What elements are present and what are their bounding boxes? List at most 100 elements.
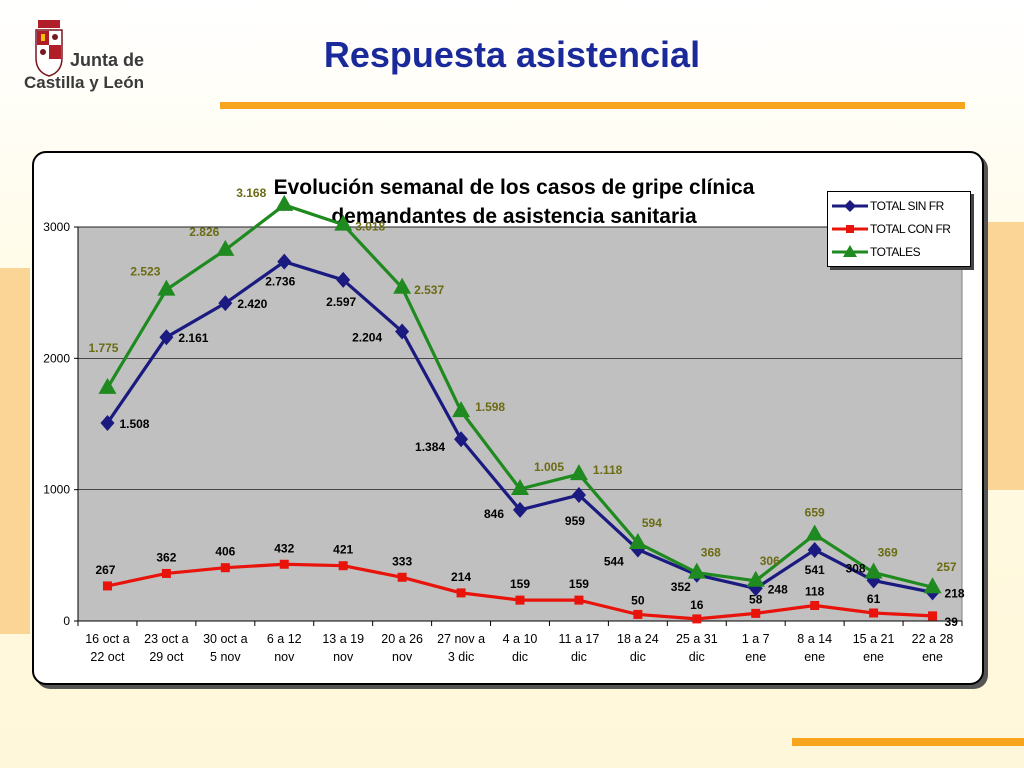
- data-label: 1.508: [119, 417, 149, 431]
- chart-title-line1: Evolución semanal de los casos de gripe …: [273, 176, 755, 199]
- data-point: [866, 572, 881, 589]
- x-tick-label: ene: [804, 650, 825, 664]
- plot-area: [77, 226, 963, 622]
- data-label: 541: [805, 563, 825, 577]
- data-label: 257: [937, 560, 957, 574]
- data-point: [571, 487, 586, 504]
- data-point: [216, 239, 235, 256]
- data-label: 659: [805, 505, 825, 519]
- data-label: 214: [451, 570, 471, 584]
- x-tick-label: 5 nov: [210, 650, 241, 664]
- data-label: 2.736: [265, 275, 295, 289]
- data-label: 3.018: [355, 220, 385, 234]
- data-point: [513, 501, 527, 518]
- data-point: [515, 595, 525, 605]
- data-label: 267: [95, 563, 115, 577]
- data-label: 118: [805, 585, 825, 599]
- data-point: [100, 414, 115, 431]
- data-point: [157, 279, 176, 296]
- x-tick-label: 22 oct: [90, 650, 125, 664]
- x-tick-label: 13 a 19: [322, 632, 364, 646]
- x-tick-label: dic: [689, 650, 705, 664]
- logo-text-line2: Castilla y León: [24, 73, 144, 92]
- chart-title: Evolución semanal de los casos de gripe …: [64, 173, 964, 231]
- data-point: [928, 611, 938, 621]
- data-point: [102, 581, 112, 591]
- x-tick-label: 15 a 21: [853, 632, 895, 646]
- x-tick-label: 22 a 28: [912, 632, 954, 646]
- data-point: [633, 609, 643, 619]
- data-point: [456, 588, 466, 598]
- legend-item: TOTAL CON FR: [828, 219, 970, 241]
- data-label: 1.775: [88, 341, 118, 355]
- data-point: [277, 253, 292, 270]
- data-label: 544: [604, 555, 624, 569]
- x-tick-label: 3 dic: [448, 650, 474, 664]
- data-point: [574, 595, 584, 605]
- data-label: 159: [569, 577, 589, 591]
- data-label: 369: [878, 546, 898, 560]
- x-tick-label: 29 oct: [149, 650, 184, 664]
- chart-title-line2: demandantes de asistencia sanitaria: [331, 205, 697, 228]
- data-label: 2.204: [352, 331, 382, 345]
- data-point: [393, 277, 412, 294]
- data-point: [452, 401, 471, 418]
- data-label: 594: [642, 516, 662, 530]
- legend-swatch: [832, 200, 868, 212]
- x-tick-label: 25 a 31: [676, 632, 718, 646]
- y-tick-label: 1000: [43, 483, 70, 497]
- legend-swatch: [832, 225, 868, 233]
- data-label: 2.420: [237, 297, 267, 311]
- chart-legend: TOTAL SIN FR TOTAL CON FR TOTALES: [827, 191, 971, 267]
- data-point: [397, 572, 407, 582]
- junta-logo: Junta de Castilla y León: [22, 18, 152, 98]
- data-label: 58: [749, 592, 763, 606]
- data-point: [746, 570, 765, 587]
- data-label: 846: [484, 507, 504, 521]
- legend-item: TOTALES: [828, 242, 970, 264]
- x-tick-label: 27 nov a: [437, 632, 485, 646]
- y-tick-label: 2000: [43, 351, 70, 365]
- data-label: 2.161: [178, 331, 208, 345]
- data-label: 1.384: [415, 440, 445, 454]
- data-label: 432: [274, 541, 294, 555]
- data-point: [395, 323, 410, 340]
- data-point: [279, 559, 289, 569]
- data-label: 306: [760, 554, 780, 568]
- data-point: [805, 524, 824, 541]
- x-tick-label: nov: [392, 650, 413, 664]
- data-label: 1.598: [475, 400, 505, 414]
- decorative-bottom-rule: [792, 738, 1024, 746]
- data-label: 352: [671, 580, 691, 594]
- chart-frame: Evolución semanal de los casos de gripe …: [32, 151, 984, 685]
- decorative-side-bar-left: [0, 268, 30, 634]
- data-label: 2.826: [189, 225, 219, 239]
- data-point: [869, 608, 879, 618]
- data-label: 16: [690, 598, 704, 612]
- data-label: 1.118: [593, 463, 623, 477]
- data-label: 406: [215, 545, 235, 559]
- data-point: [338, 561, 348, 571]
- x-tick-label: 11 a 17: [559, 632, 600, 646]
- y-tick-label: 0: [63, 614, 70, 628]
- logo-text-line1: Junta de: [70, 50, 145, 70]
- decorative-side-bar-right: [984, 222, 1024, 490]
- x-tick-label: 23 oct a: [144, 632, 189, 646]
- data-label: 1.005: [534, 460, 564, 474]
- data-label: 959: [565, 514, 585, 528]
- data-label: 2.537: [414, 283, 444, 297]
- x-tick-label: dic: [630, 650, 646, 664]
- data-point: [923, 577, 942, 594]
- legend-label: TOTAL CON FR: [870, 222, 951, 236]
- legend-label: TOTALES: [870, 245, 921, 259]
- data-label: 50: [631, 593, 645, 607]
- legend-swatch: [832, 245, 868, 257]
- data-point: [692, 614, 702, 624]
- data-label: 3.168: [236, 186, 266, 200]
- x-tick-label: ene: [922, 650, 943, 664]
- x-tick-label: nov: [333, 650, 354, 664]
- x-tick-label: ene: [863, 650, 884, 664]
- data-label: 421: [333, 543, 353, 557]
- data-label: 333: [392, 554, 412, 568]
- data-point: [810, 601, 820, 611]
